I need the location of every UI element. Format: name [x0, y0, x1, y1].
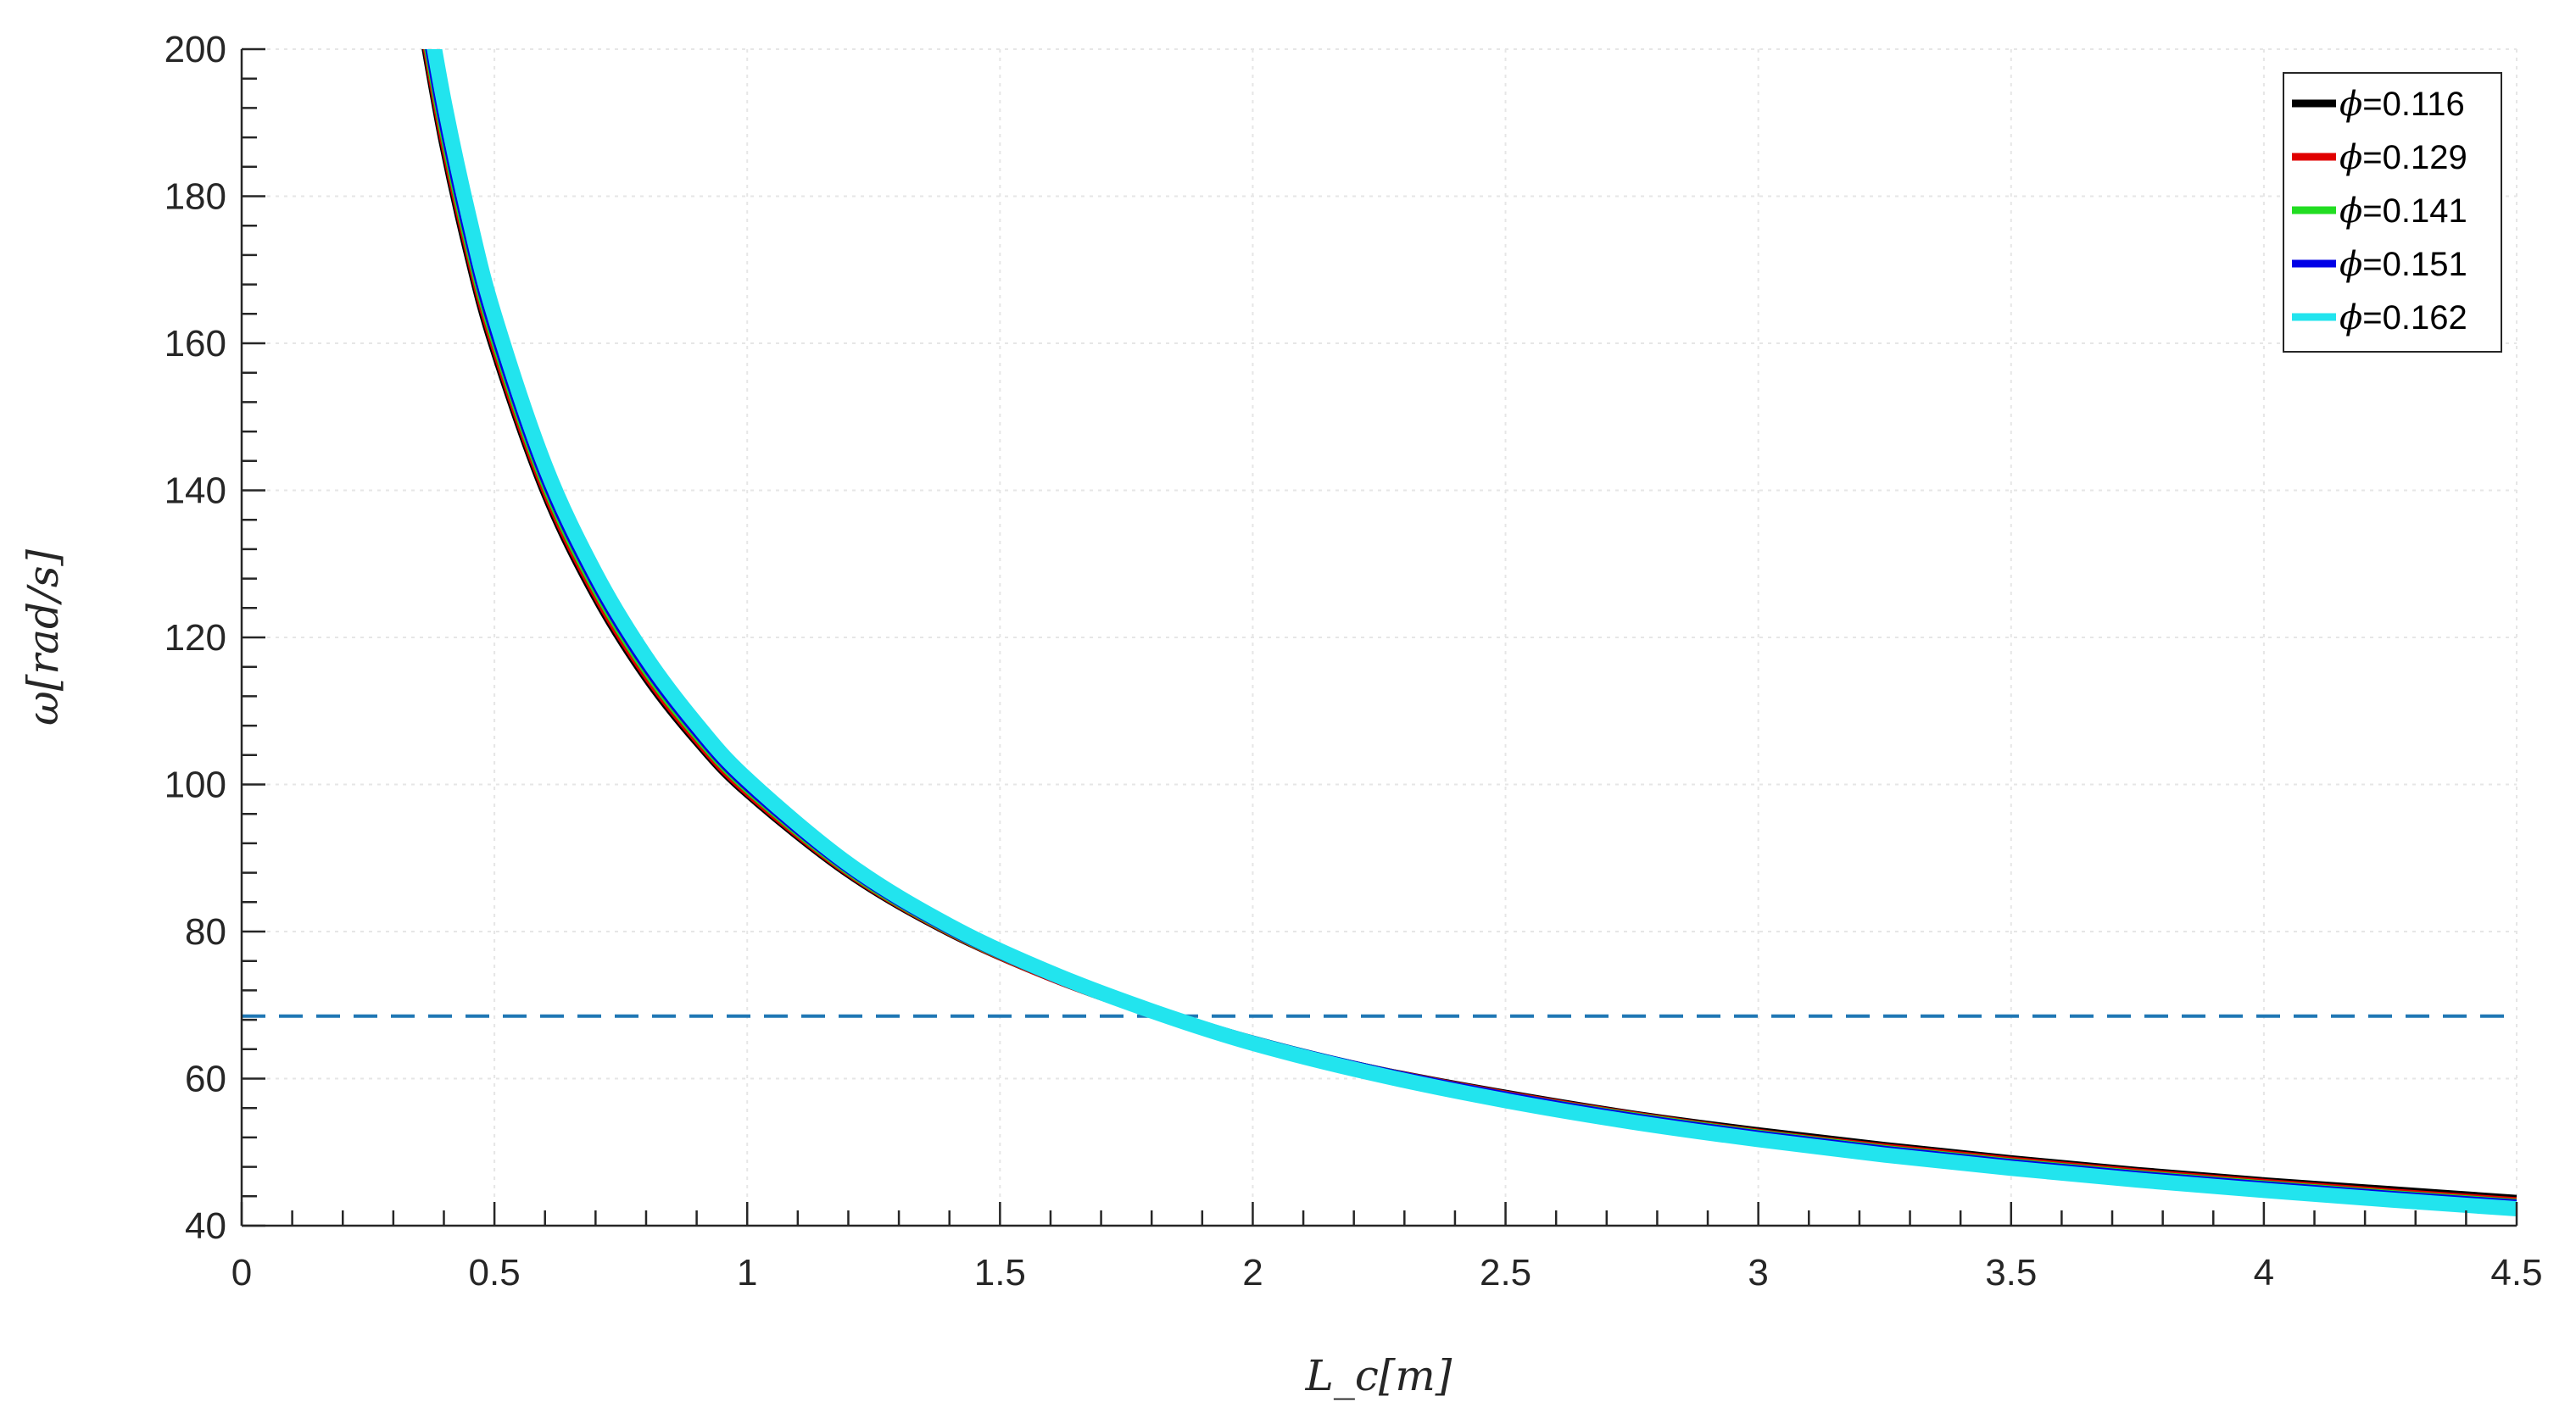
y-tick-label: 140	[164, 470, 226, 512]
x-tick-label: 2.5	[1480, 1252, 1531, 1293]
x-tick-label: 1	[737, 1252, 757, 1293]
y-tick-label: 60	[185, 1059, 226, 1100]
axes	[240, 47, 2518, 1227]
x-tick-label: 4.5	[2490, 1252, 2542, 1293]
x-tick-label: 3.5	[1985, 1252, 2037, 1293]
legend-label-5: ϕ=0.162	[2339, 298, 2467, 337]
legend-label-3: ϕ=0.141	[2339, 192, 2467, 231]
x-tick-label: 0.5	[469, 1252, 521, 1293]
legend-label-4: ϕ=0.151	[2339, 245, 2467, 284]
y-tick-label: 120	[164, 617, 226, 659]
x-axis-label: L_c[m]	[1305, 1351, 1452, 1400]
legend-label-1: ϕ=0.116	[2339, 85, 2465, 124]
legend: ϕ=0.116 ϕ=0.129 ϕ=0.141 ϕ=0.151 ϕ=0.162	[2283, 72, 2502, 353]
y-tick-label: 160	[164, 323, 226, 364]
tick-labels: 0 0.5 1 1.5 2 2.5 3 3.5 4 4.5 40 60 80 100 120 140 160 18…	[164, 29, 2543, 1293]
x-tick-label: 2	[1242, 1252, 1263, 1293]
y-axis-label: ω[rad/s]	[19, 549, 68, 726]
x-tick-label: 4	[2254, 1252, 2274, 1293]
x-tick-label: 1.5	[974, 1252, 1026, 1293]
y-tick-label: 100	[164, 765, 226, 806]
x-tick-label: 0	[231, 1252, 252, 1293]
y-tick-label: 80	[185, 911, 226, 953]
y-tick-label: 180	[164, 176, 226, 218]
x-tick-label: 3	[1748, 1252, 1768, 1293]
series-line-5	[427, 49, 2517, 1217]
series-group	[421, 49, 2517, 1217]
y-tick-label: 200	[164, 29, 226, 70]
legend-label-2: ϕ=0.129	[2339, 138, 2467, 177]
y-tick-label: 40	[185, 1205, 226, 1247]
